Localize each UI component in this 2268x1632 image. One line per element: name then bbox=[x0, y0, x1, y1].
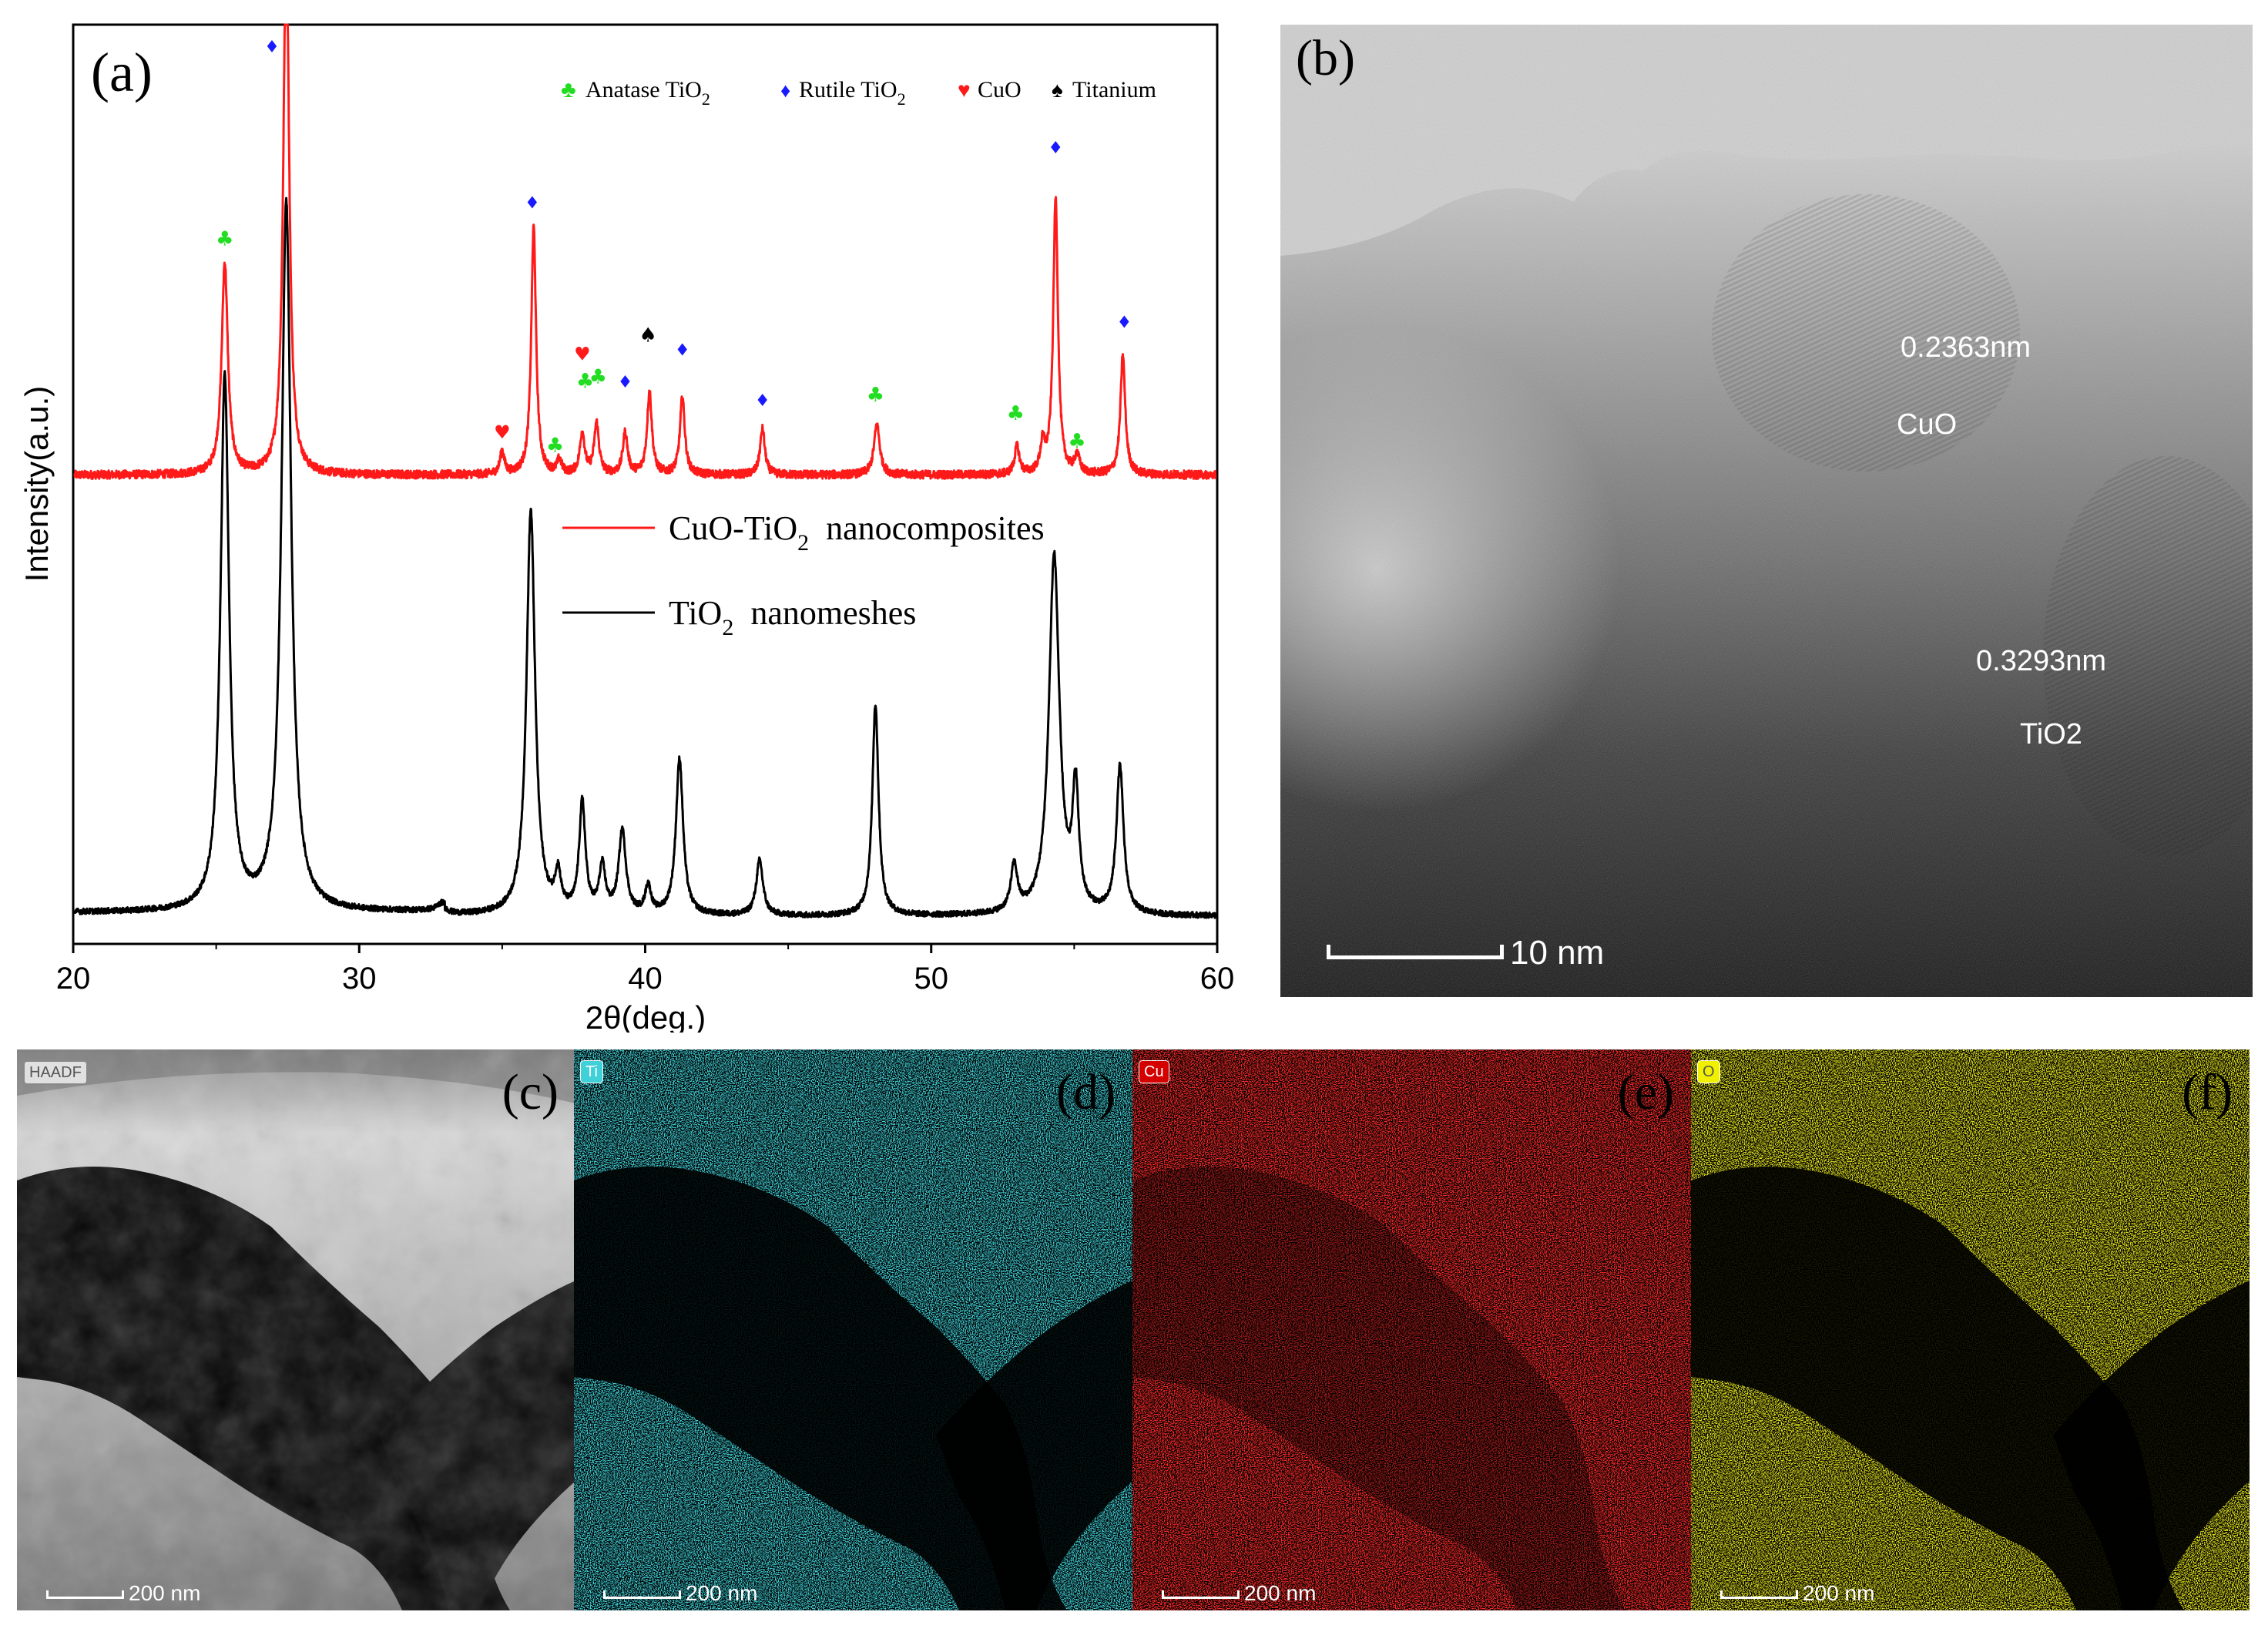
cuo-legend-label: CuO bbox=[978, 77, 1022, 102]
series-line-tio2 bbox=[73, 196, 1217, 919]
panel-label-a: (a) bbox=[91, 42, 153, 103]
rutile-peak-marker: ♦ bbox=[264, 38, 280, 57]
scale-bar-label-e: 200 nm bbox=[1244, 1581, 1317, 1605]
legend-label-red: CuO-TiO2 nanocomposites bbox=[669, 509, 1045, 556]
cuo-peak-marker: ♥ bbox=[574, 343, 591, 364]
scale-bar-label-b: 10 nm bbox=[1510, 934, 1605, 972]
anatase-peak-marker: ♣ bbox=[216, 227, 233, 250]
rutile-legend-symbol: ♦ bbox=[780, 79, 790, 102]
rutile-peak-marker: ♦ bbox=[525, 194, 540, 213]
series-legend: CuO-TiO2 nanocomposites TiO2 nanomeshes bbox=[562, 509, 1045, 640]
titanium-legend-symbol: ♠ bbox=[1052, 79, 1063, 102]
peak-markers: ♣♦♥♦♣♥♣♣ ♦♠♦♦ ♣♣♦♣♦ bbox=[216, 38, 1132, 458]
map-panel-c: HAADF (c) 200 nm bbox=[17, 1049, 575, 1610]
scale-bar-f bbox=[1720, 1590, 1798, 1599]
x-axis-ticks: 20 30 40 50 60 bbox=[56, 944, 1235, 996]
map-panel-f: O (f) 200 nm bbox=[1691, 1049, 2250, 1610]
anatase-peak-marker: ♣ bbox=[867, 384, 884, 407]
anatase-peak-marker: ♣ bbox=[1068, 430, 1085, 453]
map-image-c bbox=[17, 1049, 575, 1610]
map-image-d bbox=[574, 1049, 1132, 1610]
panel-label-c: (c) bbox=[502, 1064, 559, 1120]
scale-bar-d bbox=[603, 1590, 681, 1599]
anatase-peak-marker: ♣ bbox=[1007, 402, 1025, 425]
rutile-peak-marker: ♦ bbox=[675, 341, 690, 360]
map-image-e bbox=[1132, 1049, 1691, 1610]
tio2-phase-label: TiO2 bbox=[2020, 718, 2082, 751]
x-tick-label: 20 bbox=[56, 962, 91, 996]
x-axis-label: 2θ(deg.) bbox=[585, 999, 706, 1033]
map-panel-e: Cu (e) 200 nm bbox=[1132, 1049, 1691, 1610]
anatase-legend-symbol: ♣ bbox=[561, 77, 576, 102]
panel-label-f: (f) bbox=[2182, 1064, 2233, 1120]
anatase-peak-marker: ♣ bbox=[576, 370, 594, 393]
map-badge-e: Cu bbox=[1139, 1060, 1169, 1083]
lattice-spacing-cuo: 0.2363nm bbox=[1901, 331, 2031, 364]
xrd-chart: 20 30 40 50 60 ♣♦♥♦♣♥♣♣ ♦♠♦♦ ♣♣♦♣♦ (a) ♣ Anata… bbox=[18, 23, 1235, 1033]
legend-label-black: TiO2 nanomeshes bbox=[669, 594, 916, 640]
rutile-peak-marker: ♦ bbox=[1116, 314, 1132, 333]
scale-bar-label-d: 200 nm bbox=[686, 1581, 758, 1605]
map-panel-d: Ti (d) 200 nm bbox=[574, 1049, 1132, 1610]
titanium-peak-marker: ♠ bbox=[639, 324, 657, 348]
map-badge-d: Ti bbox=[580, 1060, 603, 1083]
scale-bar-label-f: 200 nm bbox=[1803, 1581, 1875, 1605]
scale-bar-b bbox=[1327, 945, 1504, 959]
scale-bar-label-c: 200 nm bbox=[129, 1581, 201, 1605]
xrd-series bbox=[73, 23, 1217, 919]
scale-bar-e bbox=[1162, 1590, 1240, 1599]
map-badge-f: O bbox=[1697, 1060, 1720, 1083]
rutile-peak-marker: ♦ bbox=[618, 373, 633, 392]
rutile-peak-marker: ♦ bbox=[1048, 139, 1063, 158]
anatase-peak-marker: ♣ bbox=[546, 435, 564, 458]
anatase-legend-label: Anatase TiO2 bbox=[585, 77, 710, 109]
lattice-spacing-tio2: 0.3293nm bbox=[1976, 645, 2107, 677]
panel-label-d: (d) bbox=[1056, 1064, 1116, 1120]
rutile-peak-marker: ♦ bbox=[755, 391, 770, 411]
panel-label-b: (b) bbox=[1296, 30, 1355, 86]
marker-legend: ♣ Anatase TiO2 ♦ Rutile TiO2 ♥ CuO ♠ Tit… bbox=[561, 77, 1156, 109]
cuo-legend-symbol: ♥ bbox=[958, 79, 971, 102]
y-axis-label: Intensity(a.u.) bbox=[18, 386, 55, 582]
hrtem-image bbox=[1280, 25, 2253, 997]
series-line-cuo-tio2 bbox=[73, 23, 1217, 480]
hrtem-image-panel: (b) 0.2363nm CuO 0.3293nm TiO2 10 nm bbox=[1280, 25, 2253, 997]
cuo-phase-label: CuO bbox=[1897, 408, 1958, 441]
scale-bar-c bbox=[46, 1590, 124, 1599]
x-tick-label: 30 bbox=[342, 962, 377, 996]
panel-label-e: (e) bbox=[1617, 1064, 1674, 1120]
anatase-peak-marker: ♣ bbox=[589, 365, 607, 388]
rutile-legend-label: Rutile TiO2 bbox=[799, 77, 906, 109]
map-badge-c: HAADF bbox=[23, 1060, 88, 1085]
titanium-legend-label: Titanium bbox=[1072, 77, 1156, 102]
x-tick-label: 40 bbox=[628, 962, 663, 996]
x-tick-label: 50 bbox=[914, 962, 949, 996]
cuo-peak-marker: ♥ bbox=[494, 421, 511, 443]
map-image-f bbox=[1691, 1049, 2250, 1610]
x-tick-label: 60 bbox=[1200, 962, 1235, 996]
